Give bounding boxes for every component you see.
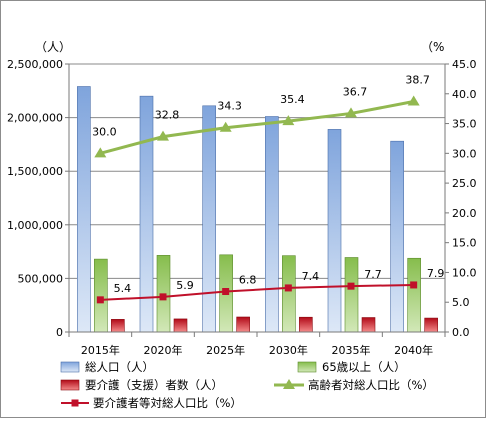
bar-aged-65-plus <box>94 258 108 333</box>
bar-total-population <box>77 86 91 333</box>
left-axis-unit: （人） <box>35 40 71 54</box>
legend-label-care-needed: 要介護（支援）者数（人） <box>85 378 223 392</box>
marker-care-ratio <box>159 293 167 301</box>
x-tick-label: 2030年 <box>269 343 308 357</box>
legend-marker-elderly-ratio <box>283 379 295 389</box>
bar-care-needed <box>111 319 125 333</box>
bar-total-population <box>390 140 404 333</box>
legend-swatch-aged-65-plus <box>297 361 317 373</box>
data-label-elderly-ratio: 38.7 <box>405 74 430 87</box>
marker-care-ratio <box>222 288 230 296</box>
left-tick-label: 2,000,000 <box>7 112 63 125</box>
bar-aged-65-plus <box>344 257 359 333</box>
x-tick-label: 2015年 <box>81 343 120 357</box>
right-tick-label: 25.0 <box>452 177 477 190</box>
bar-total-population <box>202 105 216 333</box>
legend-label-elderly-ratio: 高齢者対総人口比（%） <box>308 378 434 392</box>
bar-care-needed <box>424 317 438 333</box>
line-elderly-ratio <box>99 100 414 155</box>
legend-label-care-ratio: 要介護者等対総人口比（%） <box>93 396 242 410</box>
x-tick-label: 2020年 <box>144 343 183 357</box>
legend-marker-care-ratio <box>71 399 79 407</box>
data-label-elderly-ratio: 30.0 <box>92 125 117 138</box>
data-label-elderly-ratio: 34.3 <box>217 100 242 113</box>
left-tick-label: 1,000,000 <box>7 219 63 232</box>
data-label-care-ratio: 7.4 <box>302 270 320 283</box>
data-label-care-ratio: 7.7 <box>364 268 382 281</box>
left-tick-label: 0 <box>56 326 63 339</box>
right-tick-label: 10.0 <box>452 266 477 279</box>
legend-swatch-total-population <box>60 361 80 373</box>
legend-label-total-population: 総人口（人） <box>85 360 154 374</box>
data-label-care-ratio: 6.8 <box>239 274 257 287</box>
bar-aged-65-plus <box>282 255 296 333</box>
data-label-elderly-ratio: 36.7 <box>343 85 368 98</box>
bar-care-needed <box>236 316 250 333</box>
x-tick-label: 2035年 <box>332 343 371 357</box>
right-tick-label: 5.0 <box>452 296 470 309</box>
marker-care-ratio <box>347 282 355 290</box>
right-tick-label: 45.0 <box>452 58 477 71</box>
marker-elderly-ratio <box>345 107 357 118</box>
left-tick-label: 1,500,000 <box>7 165 63 178</box>
right-tick-label: 40.0 <box>452 88 477 101</box>
bar-aged-65-plus <box>407 257 421 333</box>
right-axis-unit: （% <box>421 40 444 54</box>
data-label-elderly-ratio: 35.4 <box>280 93 305 106</box>
right-tick-label: 30.0 <box>452 147 477 160</box>
data-label-care-ratio: 7.9 <box>427 267 445 280</box>
bar-care-needed <box>361 317 376 333</box>
right-tick-label: 15.0 <box>452 237 477 250</box>
marker-elderly-ratio <box>219 121 232 132</box>
data-label-care-ratio: 5.9 <box>176 279 194 292</box>
marker-elderly-ratio <box>407 95 420 106</box>
x-tick-label: 2025年 <box>206 343 245 357</box>
marker-care-ratio <box>96 296 104 304</box>
bar-total-population <box>327 129 342 333</box>
left-tick-label: 500,000 <box>18 272 64 285</box>
marker-care-ratio <box>284 284 292 292</box>
marker-elderly-ratio <box>157 130 169 141</box>
left-tick-label: 2,500,000 <box>7 58 63 71</box>
line-care-ratio <box>100 283 414 301</box>
data-label-elderly-ratio: 32.8 <box>155 109 180 122</box>
legend-swatch-care-needed <box>60 379 80 391</box>
marker-elderly-ratio <box>282 115 295 126</box>
bar-care-needed <box>299 316 313 333</box>
marker-care-ratio <box>410 281 418 289</box>
x-tick-label: 2040年 <box>394 343 433 357</box>
bar-care-needed <box>173 318 188 333</box>
right-tick-label: 20.0 <box>452 207 477 220</box>
marker-elderly-ratio <box>94 147 107 158</box>
legend-label-aged-65-plus: 65歳以上（人） <box>322 360 406 374</box>
right-tick-label: 35.0 <box>452 118 477 131</box>
right-tick-label: 0.0 <box>452 326 470 339</box>
bar-total-population <box>265 116 279 333</box>
data-label-care-ratio: 5.4 <box>114 282 132 295</box>
